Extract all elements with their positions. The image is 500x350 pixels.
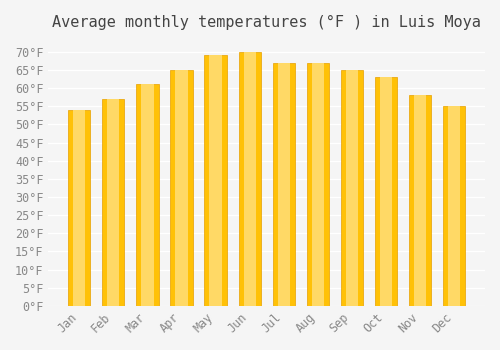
Bar bbox=[346, 70, 358, 306]
Bar bbox=[380, 77, 392, 306]
Title: Average monthly temperatures (°F ) in Luis Moya: Average monthly temperatures (°F ) in Lu… bbox=[52, 15, 481, 30]
Bar bbox=[306, 63, 329, 306]
Bar bbox=[312, 63, 324, 306]
Bar bbox=[108, 99, 120, 306]
Bar bbox=[102, 99, 124, 306]
Bar bbox=[448, 106, 460, 306]
Bar bbox=[204, 55, 227, 306]
Bar bbox=[238, 52, 260, 306]
Bar bbox=[414, 95, 426, 306]
Bar bbox=[409, 95, 431, 306]
Bar bbox=[272, 63, 295, 306]
Bar bbox=[68, 110, 90, 306]
Bar bbox=[244, 52, 256, 306]
Bar bbox=[170, 70, 192, 306]
Bar bbox=[443, 106, 465, 306]
Bar bbox=[73, 110, 86, 306]
Bar bbox=[176, 70, 188, 306]
Bar bbox=[136, 84, 158, 306]
Bar bbox=[278, 63, 290, 306]
Bar bbox=[375, 77, 397, 306]
Bar bbox=[341, 70, 363, 306]
Bar bbox=[142, 84, 154, 306]
Bar bbox=[210, 55, 222, 306]
